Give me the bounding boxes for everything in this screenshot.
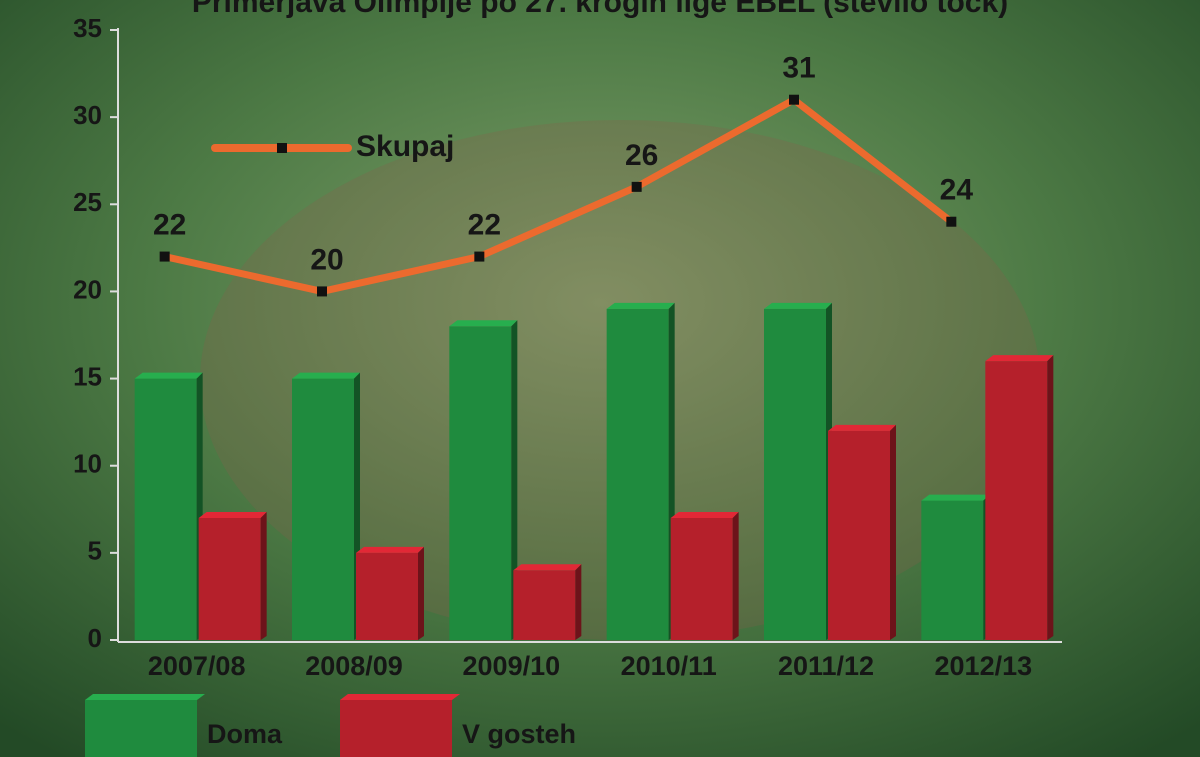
bar-side	[1047, 355, 1054, 640]
bar-top	[356, 546, 424, 553]
bar	[764, 308, 826, 640]
bar-top	[921, 494, 990, 501]
line-marker	[159, 251, 170, 262]
legend-swatch	[340, 700, 452, 757]
x-tick-label: 2009/10	[463, 651, 561, 681]
line-marker	[946, 216, 957, 227]
bar-side	[511, 320, 518, 640]
line-marker	[474, 251, 485, 262]
y-tick-label: 20	[73, 274, 102, 304]
x-tick-label: 2011/12	[778, 651, 874, 681]
bar	[513, 570, 576, 640]
legend-swatch	[85, 700, 197, 757]
y-tick-label: 25	[73, 187, 102, 217]
bar-side	[418, 546, 424, 640]
x-tick-label: 2007/08	[148, 651, 246, 681]
bar-top	[670, 512, 739, 518]
data-label: 22	[468, 208, 501, 241]
y-tick-label: 0	[88, 623, 102, 653]
bar	[198, 518, 261, 640]
data-label: 22	[153, 208, 186, 241]
bar	[356, 552, 418, 640]
bar-top	[513, 564, 582, 571]
bar-top	[198, 512, 267, 518]
x-tick-label: 2012/13	[935, 651, 1033, 681]
x-tick-label: 2008/09	[305, 651, 403, 681]
data-label: 20	[310, 243, 343, 276]
line	[163, 96, 954, 295]
data-label: 31	[782, 52, 815, 85]
line-marker	[317, 286, 327, 297]
bar-top	[134, 372, 203, 379]
y-tick-label: 15	[73, 361, 102, 391]
line-marker	[631, 181, 642, 192]
bar-side	[575, 564, 582, 640]
bar-top	[764, 302, 832, 309]
bar-top	[606, 302, 675, 309]
y-tick-label: 10	[73, 449, 102, 479]
legend-label: Doma	[207, 719, 283, 749]
bar	[292, 378, 354, 640]
data-label: 24	[940, 174, 974, 207]
chart-title: Primerjava Olimpije po 27. krogih lige E…	[192, 0, 1008, 19]
bar	[606, 308, 669, 640]
bar-side	[260, 512, 267, 640]
bar-top	[828, 424, 896, 431]
bar	[449, 326, 512, 640]
y-tick-label: 30	[73, 100, 102, 130]
legend-swatch-top	[85, 694, 205, 700]
legend-marker	[277, 143, 287, 153]
y-tick-label: 35	[73, 13, 102, 43]
bar-side	[890, 424, 896, 640]
bar-top	[985, 355, 1054, 362]
bar-top	[292, 372, 360, 379]
bar	[134, 378, 197, 640]
bar	[828, 430, 890, 640]
bar	[985, 361, 1048, 640]
y-tick-label: 5	[88, 536, 102, 566]
legend-label: V gosteh	[462, 719, 576, 749]
bar	[921, 500, 984, 640]
legend-swatch-top	[340, 694, 460, 700]
data-label: 26	[625, 139, 658, 172]
x-tick-label: 2010/11	[621, 651, 717, 681]
bar	[670, 518, 733, 640]
bar-side	[732, 512, 739, 640]
bar-top	[449, 320, 518, 327]
line-marker	[789, 94, 799, 105]
legend-label: Skupaj	[356, 130, 454, 163]
